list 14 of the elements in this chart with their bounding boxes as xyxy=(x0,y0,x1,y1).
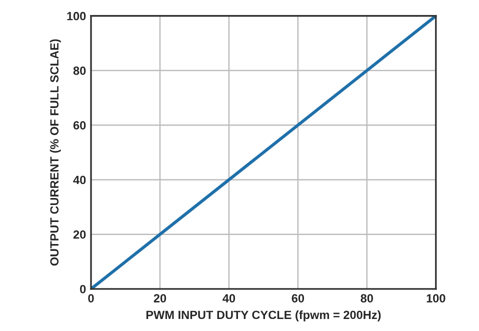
x-tick-label: 60 xyxy=(292,294,304,302)
x-tick-label: 20 xyxy=(154,294,166,302)
y-axis-title: OUTPUT CURRENT (% OF FULL SCLAE) xyxy=(50,39,61,266)
y-tick-label: 80 xyxy=(73,66,86,75)
y-tick-label: 20 xyxy=(73,230,86,239)
y-tick-label: 40 xyxy=(73,176,86,184)
x-tick-label: 100 xyxy=(426,294,446,302)
x-tick-label: 0 xyxy=(88,294,94,302)
x-tick-label: 40 xyxy=(222,294,236,302)
y-tick-label: 0 xyxy=(80,284,86,294)
x-tick-label: 80 xyxy=(360,294,373,302)
y-tick-label: 60 xyxy=(73,121,86,130)
x-axis-title: PWM INPUT DUTY CYCLE (fpwm = 200Hz) xyxy=(146,310,381,322)
y-tick-label: 100 xyxy=(67,12,86,20)
